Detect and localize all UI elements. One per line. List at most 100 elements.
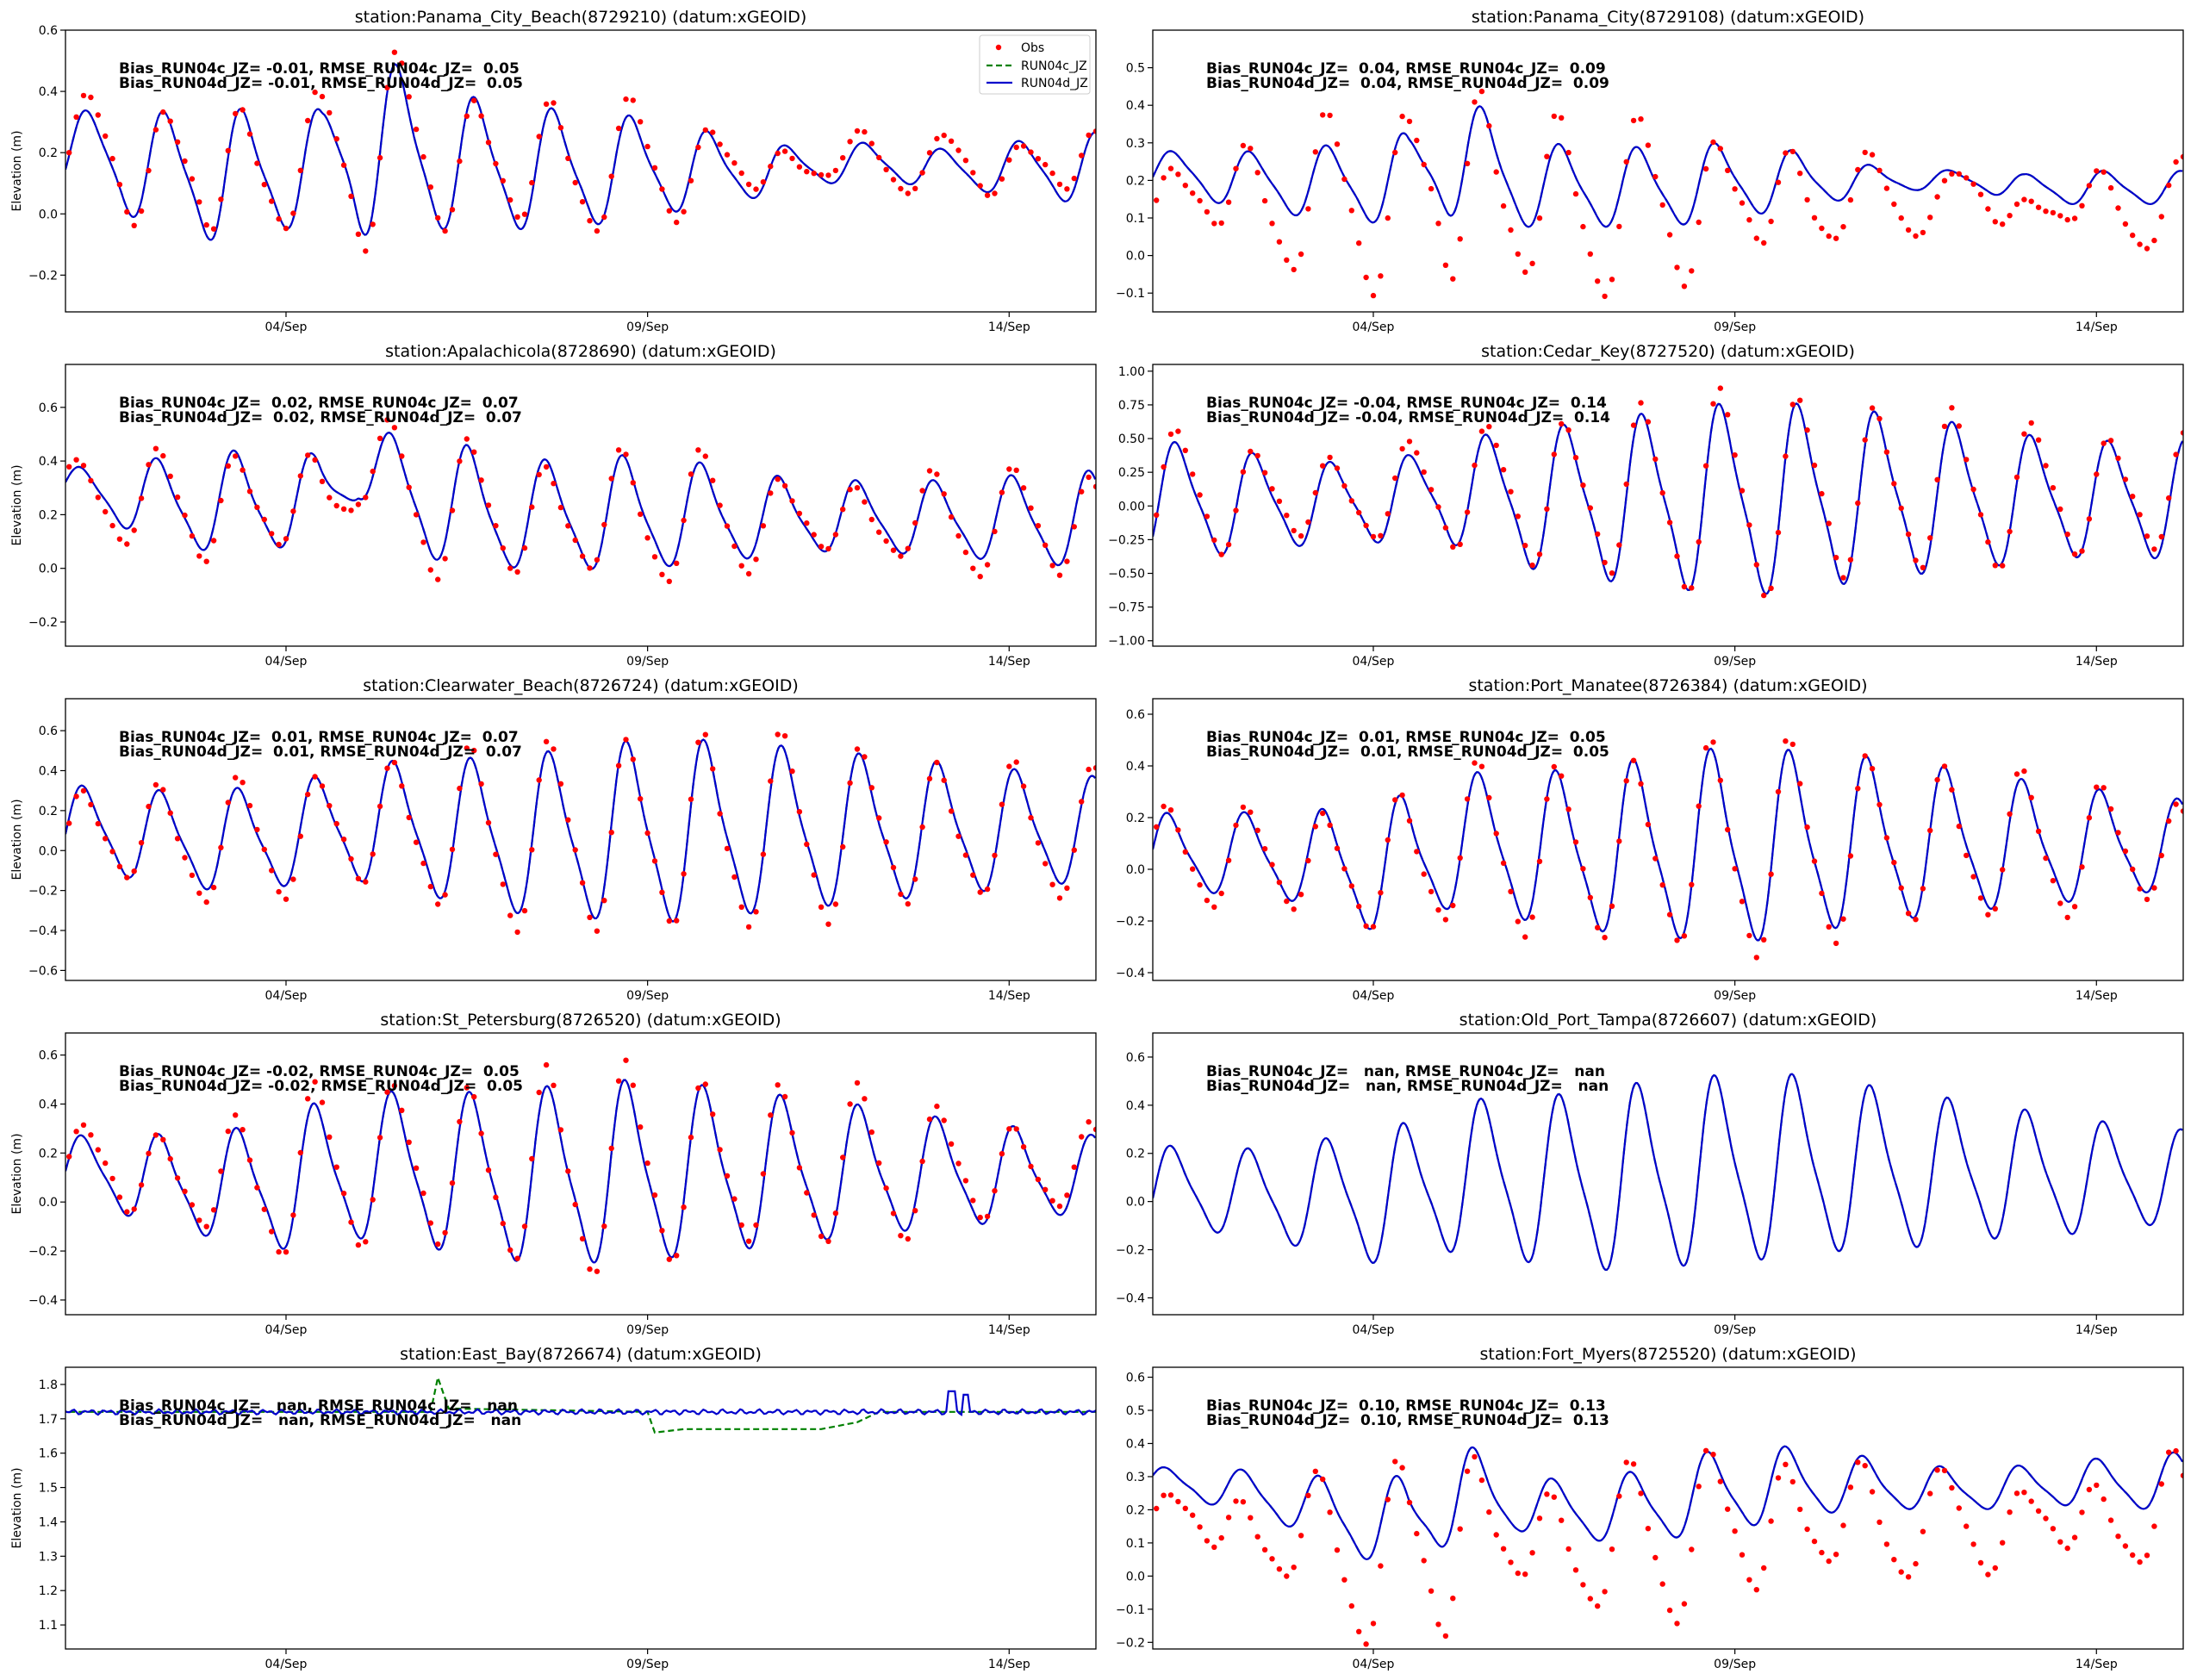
plot-area: [1153, 1073, 2183, 1272]
obs-point: [796, 1165, 803, 1171]
obs-point: [2144, 533, 2150, 539]
obs-point: [717, 141, 723, 147]
obs-point: [1450, 1596, 1456, 1602]
obs-point: [507, 1247, 513, 1254]
stats-line: Bias_RUN04c_JZ= 0.04, RMSE_RUN04c_JZ= 0.…: [1206, 60, 1606, 78]
obs-point: [464, 113, 470, 119]
obs-point: [406, 94, 412, 100]
obs-point: [898, 1233, 904, 1239]
obs-point: [246, 488, 253, 495]
obs-point: [565, 155, 571, 161]
obs-point: [1565, 806, 1572, 812]
obs-point: [333, 1164, 339, 1170]
obs-point: [391, 49, 398, 55]
x-tick-label: 14/Sep: [2076, 655, 2118, 669]
obs-point: [840, 843, 846, 850]
obs-point: [912, 876, 918, 882]
obs-point: [384, 417, 390, 423]
obs-point: [1595, 278, 1601, 284]
obs-point: [269, 198, 275, 204]
obs-point: [457, 158, 463, 165]
obs-point: [233, 110, 239, 117]
obs-point: [847, 487, 853, 493]
obs-point: [1710, 739, 1716, 745]
obs-point: [521, 544, 528, 551]
obs-point: [1493, 831, 1499, 837]
obs-point: [1559, 420, 1565, 427]
obs-point: [992, 1188, 998, 1194]
y-tick-label: 1.3: [39, 1550, 58, 1564]
obs-point: [254, 160, 260, 166]
obs-point: [681, 517, 687, 524]
obs-point: [2137, 886, 2143, 892]
obs-point: [1493, 1532, 1499, 1538]
obs-point: [1079, 488, 1085, 495]
panel-title: station:St_Petersburg(8726520) (datum:xG…: [380, 1011, 781, 1030]
obs-point: [811, 1212, 817, 1218]
obs-point: [1689, 1546, 1695, 1552]
obs-point: [196, 1217, 202, 1223]
obs-point: [2071, 215, 2078, 221]
obs-point: [103, 133, 109, 140]
obs-point: [1435, 907, 1441, 913]
obs-point: [1753, 235, 1760, 241]
obs-point: [210, 884, 217, 891]
obs-point: [160, 1136, 166, 1143]
obs-point: [2137, 241, 2143, 247]
obs-point: [818, 1233, 825, 1240]
obs-point: [276, 1248, 282, 1255]
obs-point: [2000, 563, 2006, 569]
obs-point: [1472, 760, 1478, 766]
obs-point: [1225, 541, 1232, 548]
obs-point: [514, 1255, 520, 1261]
obs-point: [2144, 1552, 2150, 1559]
obs-point: [876, 1160, 882, 1167]
x-tick-label: 14/Sep: [988, 320, 1030, 334]
obs-point: [1616, 1493, 1622, 1499]
obs-point: [1175, 1498, 1181, 1505]
obs-point: [1934, 476, 1940, 482]
obs-point: [1435, 504, 1441, 510]
obs-point: [146, 167, 152, 174]
obs-point: [1370, 533, 1377, 540]
obs-point: [905, 1235, 912, 1242]
stats-line: Bias_RUN04c_JZ= 0.10, RMSE_RUN04c_JZ= 0.…: [1206, 1397, 1606, 1415]
obs-point: [319, 1099, 326, 1105]
obs-point: [2180, 153, 2183, 160]
obs-point: [2007, 811, 2013, 817]
obs-point: [1211, 537, 1217, 544]
obs-point: [781, 1093, 788, 1100]
obs-point: [1348, 883, 1355, 889]
obs-point: [768, 778, 774, 784]
y-tick-label: 0.4: [39, 85, 58, 99]
obs-point: [2071, 904, 2078, 910]
obs-point: [760, 179, 767, 185]
obs-point: [601, 1223, 607, 1229]
obs-point: [1042, 1186, 1049, 1193]
obs-point: [1472, 1453, 1478, 1460]
obs-point: [2071, 1534, 2078, 1540]
y-tick-label: 0.5: [1126, 62, 1145, 76]
obs-point: [1652, 173, 1659, 180]
obs-point: [2071, 551, 2078, 557]
x-tick-label: 09/Sep: [1714, 1323, 1756, 1337]
obs-point: [1883, 449, 1890, 455]
obs-point: [651, 165, 658, 171]
obs-point: [1204, 513, 1211, 520]
obs-point: [1421, 469, 1427, 476]
obs-point: [1920, 886, 1926, 892]
obs-point: [1305, 206, 1311, 212]
obs-point: [1161, 1492, 1167, 1498]
obs-point: [124, 208, 130, 215]
y-axis-label: Elevation (m): [10, 799, 24, 880]
obs-point: [2057, 900, 2063, 906]
obs-point: [2086, 516, 2093, 522]
obs-point: [406, 814, 412, 821]
obs-point: [948, 808, 955, 814]
obs-point: [2144, 896, 2150, 903]
obs-point: [1559, 1517, 1565, 1523]
obs-point: [724, 523, 731, 529]
obs-point: [1876, 801, 1883, 808]
obs-point: [1797, 781, 1803, 787]
obs-point: [2079, 1509, 2085, 1515]
